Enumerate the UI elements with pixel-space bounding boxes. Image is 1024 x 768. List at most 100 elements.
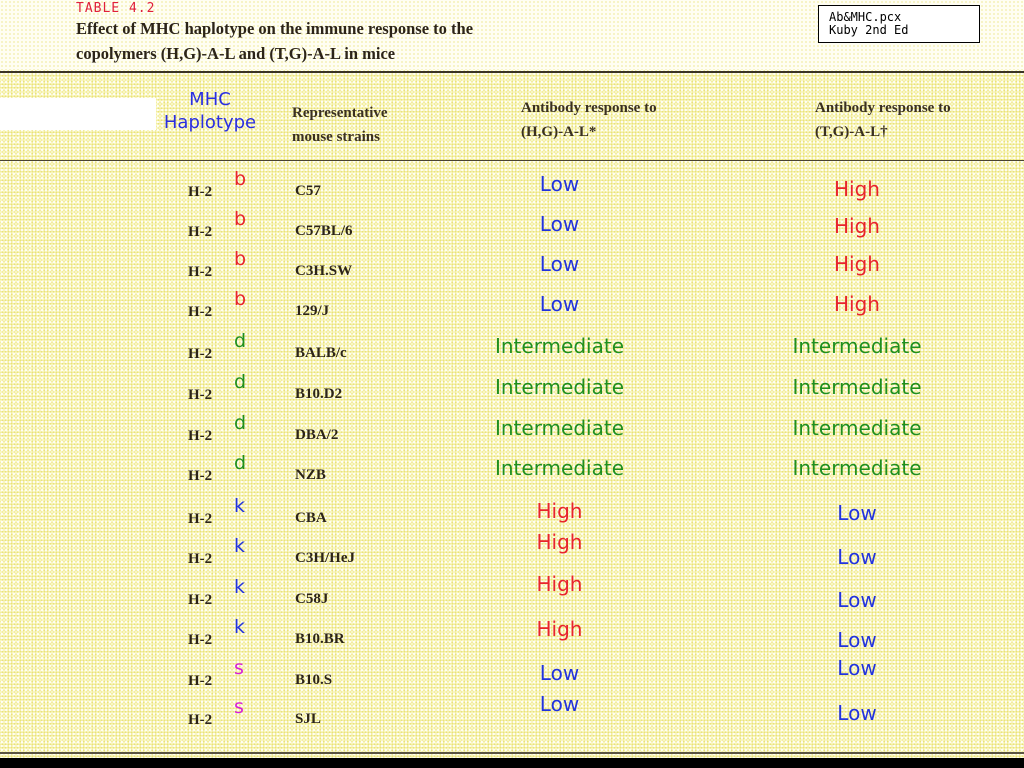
table-row: H-2 s SJL Low Low xyxy=(0,692,1024,740)
tg-response-value: Low xyxy=(837,701,877,725)
haplotype-letter: b xyxy=(234,208,247,230)
table-row: H-2 k C58J High Low xyxy=(0,572,1024,620)
strain-name: B10.D2 xyxy=(295,386,343,402)
hg-response-value: High xyxy=(536,617,583,641)
hg-response-value: High xyxy=(536,530,583,554)
haplotype-letter: d xyxy=(234,412,247,434)
tg-response-value: Intermediate xyxy=(792,456,922,480)
strain-name: C57 xyxy=(295,183,321,199)
caption-line-2: copolymers (H,G)-A-L and (T,G)-A-L in mi… xyxy=(76,44,396,63)
h2-prefix: H-2 xyxy=(188,551,213,567)
hg-response-value: Low xyxy=(539,292,580,316)
tg-response-value: Low xyxy=(837,588,877,612)
haplotype-letter: d xyxy=(234,452,247,474)
table-row: H-2 d B10.D2 Intermediate Intermediate xyxy=(0,371,1024,415)
strain-name: BALB/c xyxy=(295,345,347,361)
hg-response-value: Low xyxy=(539,661,580,685)
strain-name: SJL xyxy=(295,711,321,727)
strain-name: B10.S xyxy=(295,672,333,688)
strains-header-line-2: mouse strains xyxy=(292,129,380,145)
haplotype-letter: b xyxy=(234,248,247,270)
h2-prefix: H-2 xyxy=(188,224,213,240)
h2-prefix: H-2 xyxy=(188,304,213,320)
table-row: H-2 d DBA/2 Intermediate Intermediate xyxy=(0,412,1024,456)
h2-prefix: H-2 xyxy=(188,511,213,527)
column-header-strains: Representative mouse strains xyxy=(292,101,388,149)
haplotype-letter: k xyxy=(234,535,246,557)
strain-name: B10.BR xyxy=(295,631,345,647)
strain-name: 129/J xyxy=(295,303,330,319)
tg-response-value: Low xyxy=(837,656,877,680)
hg-response-value: Low xyxy=(539,252,580,276)
table-row: H-2 d NZB Intermediate Intermediate xyxy=(0,452,1024,496)
source-filename: Ab&MHC.pcx xyxy=(829,10,902,24)
hg-response-value: High xyxy=(536,499,583,523)
haplotype-letter: s xyxy=(234,657,244,679)
h2-prefix: H-2 xyxy=(188,184,213,200)
tg-response-value: High xyxy=(834,292,880,316)
strain-name: DBA/2 xyxy=(295,427,339,443)
haplotype-letter: d xyxy=(234,330,247,352)
source-reference: Kuby 2nd Ed xyxy=(829,23,909,37)
top-rule xyxy=(0,71,1024,73)
h2-prefix: H-2 xyxy=(188,632,213,648)
h2-prefix: H-2 xyxy=(188,264,213,280)
table-row: H-2 k C3H/HeJ High Low xyxy=(0,530,1024,579)
header-rule xyxy=(0,160,1024,161)
hg-response-value: Intermediate xyxy=(494,334,625,358)
strain-name: C57BL/6 xyxy=(295,223,353,239)
haplotype-letter: b xyxy=(234,168,247,190)
tg-response-value: Low xyxy=(837,545,877,569)
hg-response-value: Intermediate xyxy=(494,416,625,440)
tg-response-value: High xyxy=(834,177,880,201)
haplotype-letter: k xyxy=(234,616,246,638)
column-header-tg-response: Antibody response to (T,G)-A-L† xyxy=(815,96,951,144)
table-caption: Effect of MHC haplotype on the immune re… xyxy=(76,16,716,66)
hg-response-value: Intermediate xyxy=(494,456,625,480)
haplotype-letter: k xyxy=(234,576,246,598)
table-row: H-2 b C57 Low High xyxy=(0,168,1024,212)
tg-response-value: Intermediate xyxy=(792,334,922,358)
table-row: H-2 s B10.S Low Low xyxy=(0,656,1024,701)
column-header-hg-response: Antibody response to (H,G)-A-L* xyxy=(521,96,657,144)
mhc-header-line-1: MHC xyxy=(189,89,231,110)
bottom-black-strip xyxy=(0,758,1024,768)
strain-name: C3H.SW xyxy=(295,263,353,279)
tg-header-line-1: Antibody response to xyxy=(815,100,951,116)
strain-name: CBA xyxy=(295,510,327,526)
tg-response-value: Intermediate xyxy=(792,375,922,399)
hg-header-line-1: Antibody response to xyxy=(521,100,657,116)
table-row: H-2 d BALB/c Intermediate Intermediate xyxy=(0,330,1024,374)
hg-response-value: High xyxy=(536,572,583,596)
hg-response-value: Low xyxy=(539,172,580,196)
tg-response-value: High xyxy=(834,214,880,238)
table-label: TABLE 4.2 xyxy=(76,1,156,16)
hg-response-value: Low xyxy=(539,692,580,716)
strains-header-line-1: Representative xyxy=(292,105,388,121)
column-header-mhc-haplotype: MHC Haplotype xyxy=(140,88,280,134)
white-patch xyxy=(0,98,156,130)
tg-response-value: Low xyxy=(837,501,877,525)
table-row: H-2 k B10.BR High Low xyxy=(0,616,1024,660)
haplotype-letter: d xyxy=(234,371,247,393)
mhc-header-line-2: Haplotype xyxy=(163,112,257,133)
table-row: H-2 b 129/J Low High xyxy=(0,288,1024,332)
h2-prefix: H-2 xyxy=(188,673,213,689)
tg-response-value: Low xyxy=(837,628,877,652)
table-row: H-2 b C57BL/6 Low High xyxy=(0,208,1024,252)
h2-prefix: H-2 xyxy=(188,468,213,484)
caption-line-1: Effect of MHC haplotype on the immune re… xyxy=(76,19,474,38)
haplotype-letter: b xyxy=(234,288,247,310)
hg-response-value: Low xyxy=(539,212,580,236)
table-row: H-2 k CBA High Low xyxy=(0,495,1024,539)
strain-name: C3H/HeJ xyxy=(295,550,355,566)
bottom-rule xyxy=(0,752,1024,754)
table-row: H-2 b C3H.SW Low High xyxy=(0,248,1024,292)
tg-response-value: Intermediate xyxy=(792,416,922,440)
h2-prefix: H-2 xyxy=(188,346,213,362)
hg-response-value: Intermediate xyxy=(494,375,625,399)
tg-response-value: High xyxy=(834,252,880,276)
haplotype-letter: s xyxy=(234,696,244,718)
source-label-box: Ab&MHC.pcx Kuby 2nd Ed xyxy=(818,5,980,43)
h2-prefix: H-2 xyxy=(188,592,213,608)
